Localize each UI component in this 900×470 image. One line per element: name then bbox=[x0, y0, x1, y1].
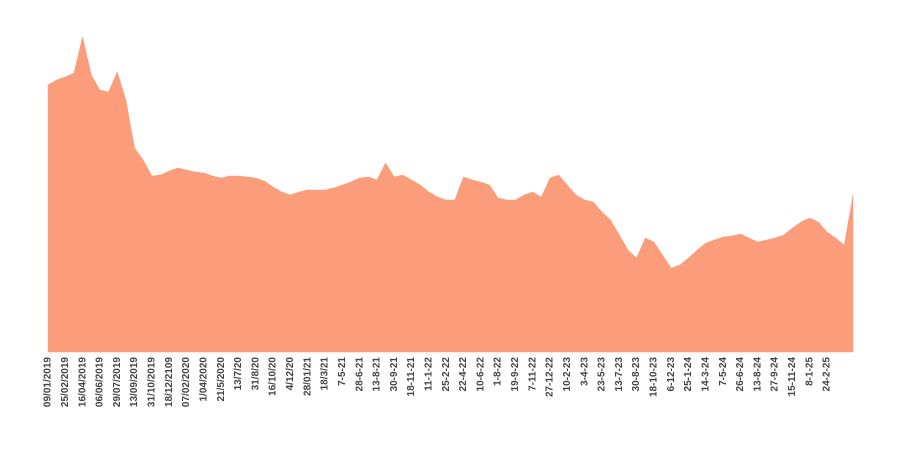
x-tick-label: 4/12/20 bbox=[285, 357, 296, 391]
x-tick-label: 14-3-24 bbox=[700, 357, 711, 392]
x-tick-label: 15-11-24 bbox=[787, 357, 798, 397]
x-tick-label: 13-8-24 bbox=[752, 357, 763, 392]
x-tick-label: 28/01/21 bbox=[302, 357, 313, 396]
x-tick-label: 21/5/2020 bbox=[216, 357, 227, 402]
x-tick-label: 7-5-21 bbox=[337, 357, 348, 386]
x-tick-label: 13/7/20 bbox=[233, 357, 244, 391]
x-tick-label: 25/02/2019 bbox=[60, 357, 71, 407]
x-tick-label: 07/02/2020 bbox=[181, 357, 192, 407]
x-tick-label: 11-1-22 bbox=[424, 357, 435, 391]
x-tick-label: 30-9-21 bbox=[389, 357, 400, 392]
x-tick-label: 23-5-23 bbox=[597, 357, 608, 392]
x-tick-label: 18-11-21 bbox=[406, 357, 417, 397]
x-tick-label: 24-2-25 bbox=[822, 357, 833, 392]
x-tick-label: 3-4-23 bbox=[579, 357, 590, 386]
x-tick-label: 06/06/2019 bbox=[95, 357, 106, 407]
x-tick-label: 7-11-22 bbox=[527, 357, 538, 391]
x-tick-label: 18/3/21 bbox=[320, 357, 331, 391]
x-tick-label: 27-12-22 bbox=[545, 357, 556, 397]
x-tick-label: 18/12/2109 bbox=[164, 357, 175, 407]
x-tick-label: 18-10-23 bbox=[649, 357, 660, 397]
x-tick-label: 25-2-22 bbox=[441, 357, 452, 392]
x-tick-label: 16/10/20 bbox=[268, 357, 279, 396]
x-tick-label: 31/10/2019 bbox=[147, 357, 158, 407]
x-tick-label: 27-9-24 bbox=[770, 357, 781, 392]
x-tick-label: 1-8-22 bbox=[493, 357, 504, 386]
x-tick-label: 30-8-23 bbox=[631, 357, 642, 392]
x-tick-label: 28-6-21 bbox=[354, 357, 365, 392]
x-tick-label: 19-9-22 bbox=[510, 357, 521, 392]
x-tick-label: 1/04/2020 bbox=[198, 357, 209, 402]
x-tick-label: 25-1-24 bbox=[683, 357, 694, 392]
x-tick-label: 13-8-21 bbox=[372, 357, 383, 392]
x-tick-label: 13/09/2019 bbox=[129, 357, 140, 407]
x-tick-label: 10-6-22 bbox=[475, 357, 486, 392]
x-tick-label: 8-1-25 bbox=[804, 357, 815, 386]
x-tick-label: 22-4-22 bbox=[458, 357, 469, 392]
x-tick-label: 16/04/2019 bbox=[77, 357, 88, 407]
x-tick-label: 09/01/2019 bbox=[43, 357, 54, 407]
x-tick-label: 31/8/20 bbox=[250, 357, 261, 391]
x-tick-label: 13-7-23 bbox=[614, 357, 625, 392]
x-tick-label: 29/07/2019 bbox=[112, 357, 123, 407]
x-tick-label: 10-2-23 bbox=[562, 357, 573, 392]
x-tick-label: 26-6-24 bbox=[735, 357, 746, 392]
x-tick-label: 6-12-23 bbox=[666, 357, 677, 392]
x-tick-label: 7-5-24 bbox=[718, 357, 729, 386]
area bbox=[47, 36, 854, 353]
